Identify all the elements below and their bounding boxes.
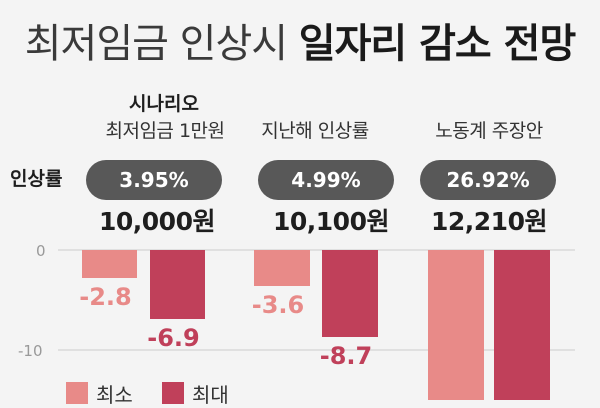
wage-1: 10,000원	[99, 207, 215, 236]
title-light: 최저임금 인상시	[24, 21, 288, 67]
bar-scenario-3-max	[494, 250, 550, 400]
legend-item-max: 최대	[162, 382, 229, 407]
legend-label-max: 최대	[192, 382, 229, 407]
legend-item-min: 최소	[66, 382, 133, 407]
bar-scenario-2-min	[254, 250, 310, 286]
legend-swatch-max	[162, 382, 184, 404]
legend-label-min: 최소	[96, 382, 133, 407]
bar-scenario-2-max	[322, 250, 378, 337]
rate-pill-3: 26.92%	[420, 160, 556, 200]
rate-row-label: 인상률	[10, 168, 63, 190]
bar-scenario-3-min	[428, 250, 484, 400]
wage-2: 10,100원	[273, 207, 389, 236]
title-bold: 일자리 감소 전망	[298, 21, 576, 67]
bar-scenario-1-min	[82, 250, 137, 278]
rate-pill-1: 3.95%	[86, 160, 222, 200]
scenario-header: 시나리오	[129, 93, 199, 115]
scenario-label-2: 지난해 인상률	[261, 120, 369, 142]
scenario-label-3: 노동계 주장안	[435, 120, 543, 142]
y-tick-label-minus-10: -10	[18, 342, 43, 360]
data-label-scenario-2-max: -8.7	[320, 342, 372, 370]
y-tick-label-0: 0	[36, 242, 46, 260]
rate-pill-2: 4.99%	[258, 160, 394, 200]
bar-scenario-1-max	[150, 250, 205, 319]
chart-title: 최저임금 인상시 일자리 감소 전망	[0, 14, 600, 74]
data-label-scenario-1-max: -6.9	[147, 324, 199, 352]
scenario-label-1: 최저임금 1만원	[105, 120, 225, 142]
data-label-scenario-1-min: -2.8	[79, 283, 131, 311]
wage-3: 12,210원	[431, 207, 547, 236]
legend-swatch-min	[66, 382, 88, 404]
data-label-scenario-2-min: -3.6	[252, 291, 304, 319]
